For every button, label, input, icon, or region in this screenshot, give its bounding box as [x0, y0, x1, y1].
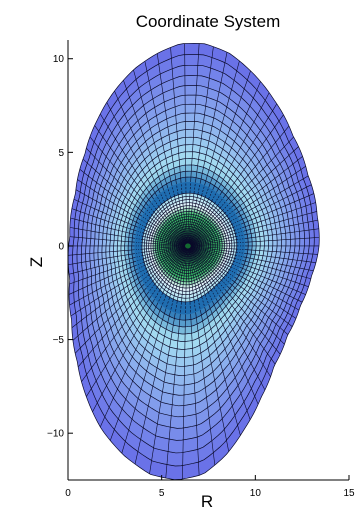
y-tick-label-1: 5 — [58, 148, 64, 159]
flux-surface-36 — [176, 234, 200, 258]
flux-surface-26 — [154, 211, 223, 283]
flux-surface-1 — [72, 54, 315, 467]
axes: 0 5 10 15 10 5 0 −5 −10 — [47, 40, 355, 499]
flux-surface-19 — [139, 189, 240, 307]
coordinate-mesh — [67, 43, 320, 481]
flux-surface-40 — [184, 242, 192, 250]
x-tick-label-2: 10 — [250, 488, 262, 499]
flux-surface-5 — [89, 94, 296, 418]
flux-surface-22 — [146, 199, 233, 296]
flux-surface-2 — [76, 64, 310, 454]
flux-surface-37 — [178, 236, 198, 256]
flux-surface-21 — [143, 196, 235, 299]
y-tick-label-2: 0 — [58, 241, 64, 252]
flux-surface-15 — [127, 170, 253, 328]
flux-surface-16 — [131, 176, 249, 321]
y-tick-label-4: −10 — [47, 429, 64, 440]
flux-surface-4 — [85, 85, 301, 429]
flux-surface-7 — [97, 112, 287, 396]
flux-surface-9 — [105, 129, 278, 376]
flux-surface-31 — [165, 223, 212, 269]
flux-surface-29 — [161, 218, 216, 274]
flux-surface-10 — [109, 136, 274, 367]
x-tick-label-1: 5 — [159, 488, 165, 499]
flux-surface-23 — [148, 202, 230, 292]
flux-surface-13 — [120, 158, 261, 342]
chart-title: Coordinate System — [136, 12, 281, 31]
flux-surface-33 — [169, 228, 207, 264]
x-axis-label: R — [201, 492, 213, 511]
y-tick-label-0: 10 — [53, 54, 65, 65]
flux-surface-20 — [141, 192, 238, 303]
flux-surface-3 — [80, 75, 305, 441]
flux-surface-11 — [113, 144, 269, 359]
flux-surface-27 — [157, 213, 221, 280]
flux-surface-28 — [159, 216, 218, 277]
y-axis-label: Z — [27, 257, 46, 267]
x-tick-label-3: 15 — [343, 488, 355, 499]
flux-surface-fill-40 — [184, 243, 192, 249]
flux-surface-12 — [116, 151, 265, 350]
flux-surface-38 — [180, 238, 196, 254]
flux-surface-30 — [163, 221, 214, 272]
x-tick-label-0: 0 — [65, 488, 71, 499]
flux-surface-8 — [101, 121, 282, 386]
flux-surface-34 — [171, 230, 205, 262]
flux-surface-18 — [136, 185, 243, 311]
flux-surface-6 — [93, 103, 291, 407]
flux-surface-25 — [152, 208, 225, 286]
flux-surface-14 — [124, 164, 257, 335]
flux-surface-35 — [173, 232, 203, 260]
flux-surface-32 — [167, 226, 209, 267]
flux-surface-24 — [150, 205, 228, 289]
flux-surface-39 — [182, 240, 194, 252]
y-tick-label-3: −5 — [53, 335, 65, 346]
flux-surface-17 — [134, 182, 246, 315]
